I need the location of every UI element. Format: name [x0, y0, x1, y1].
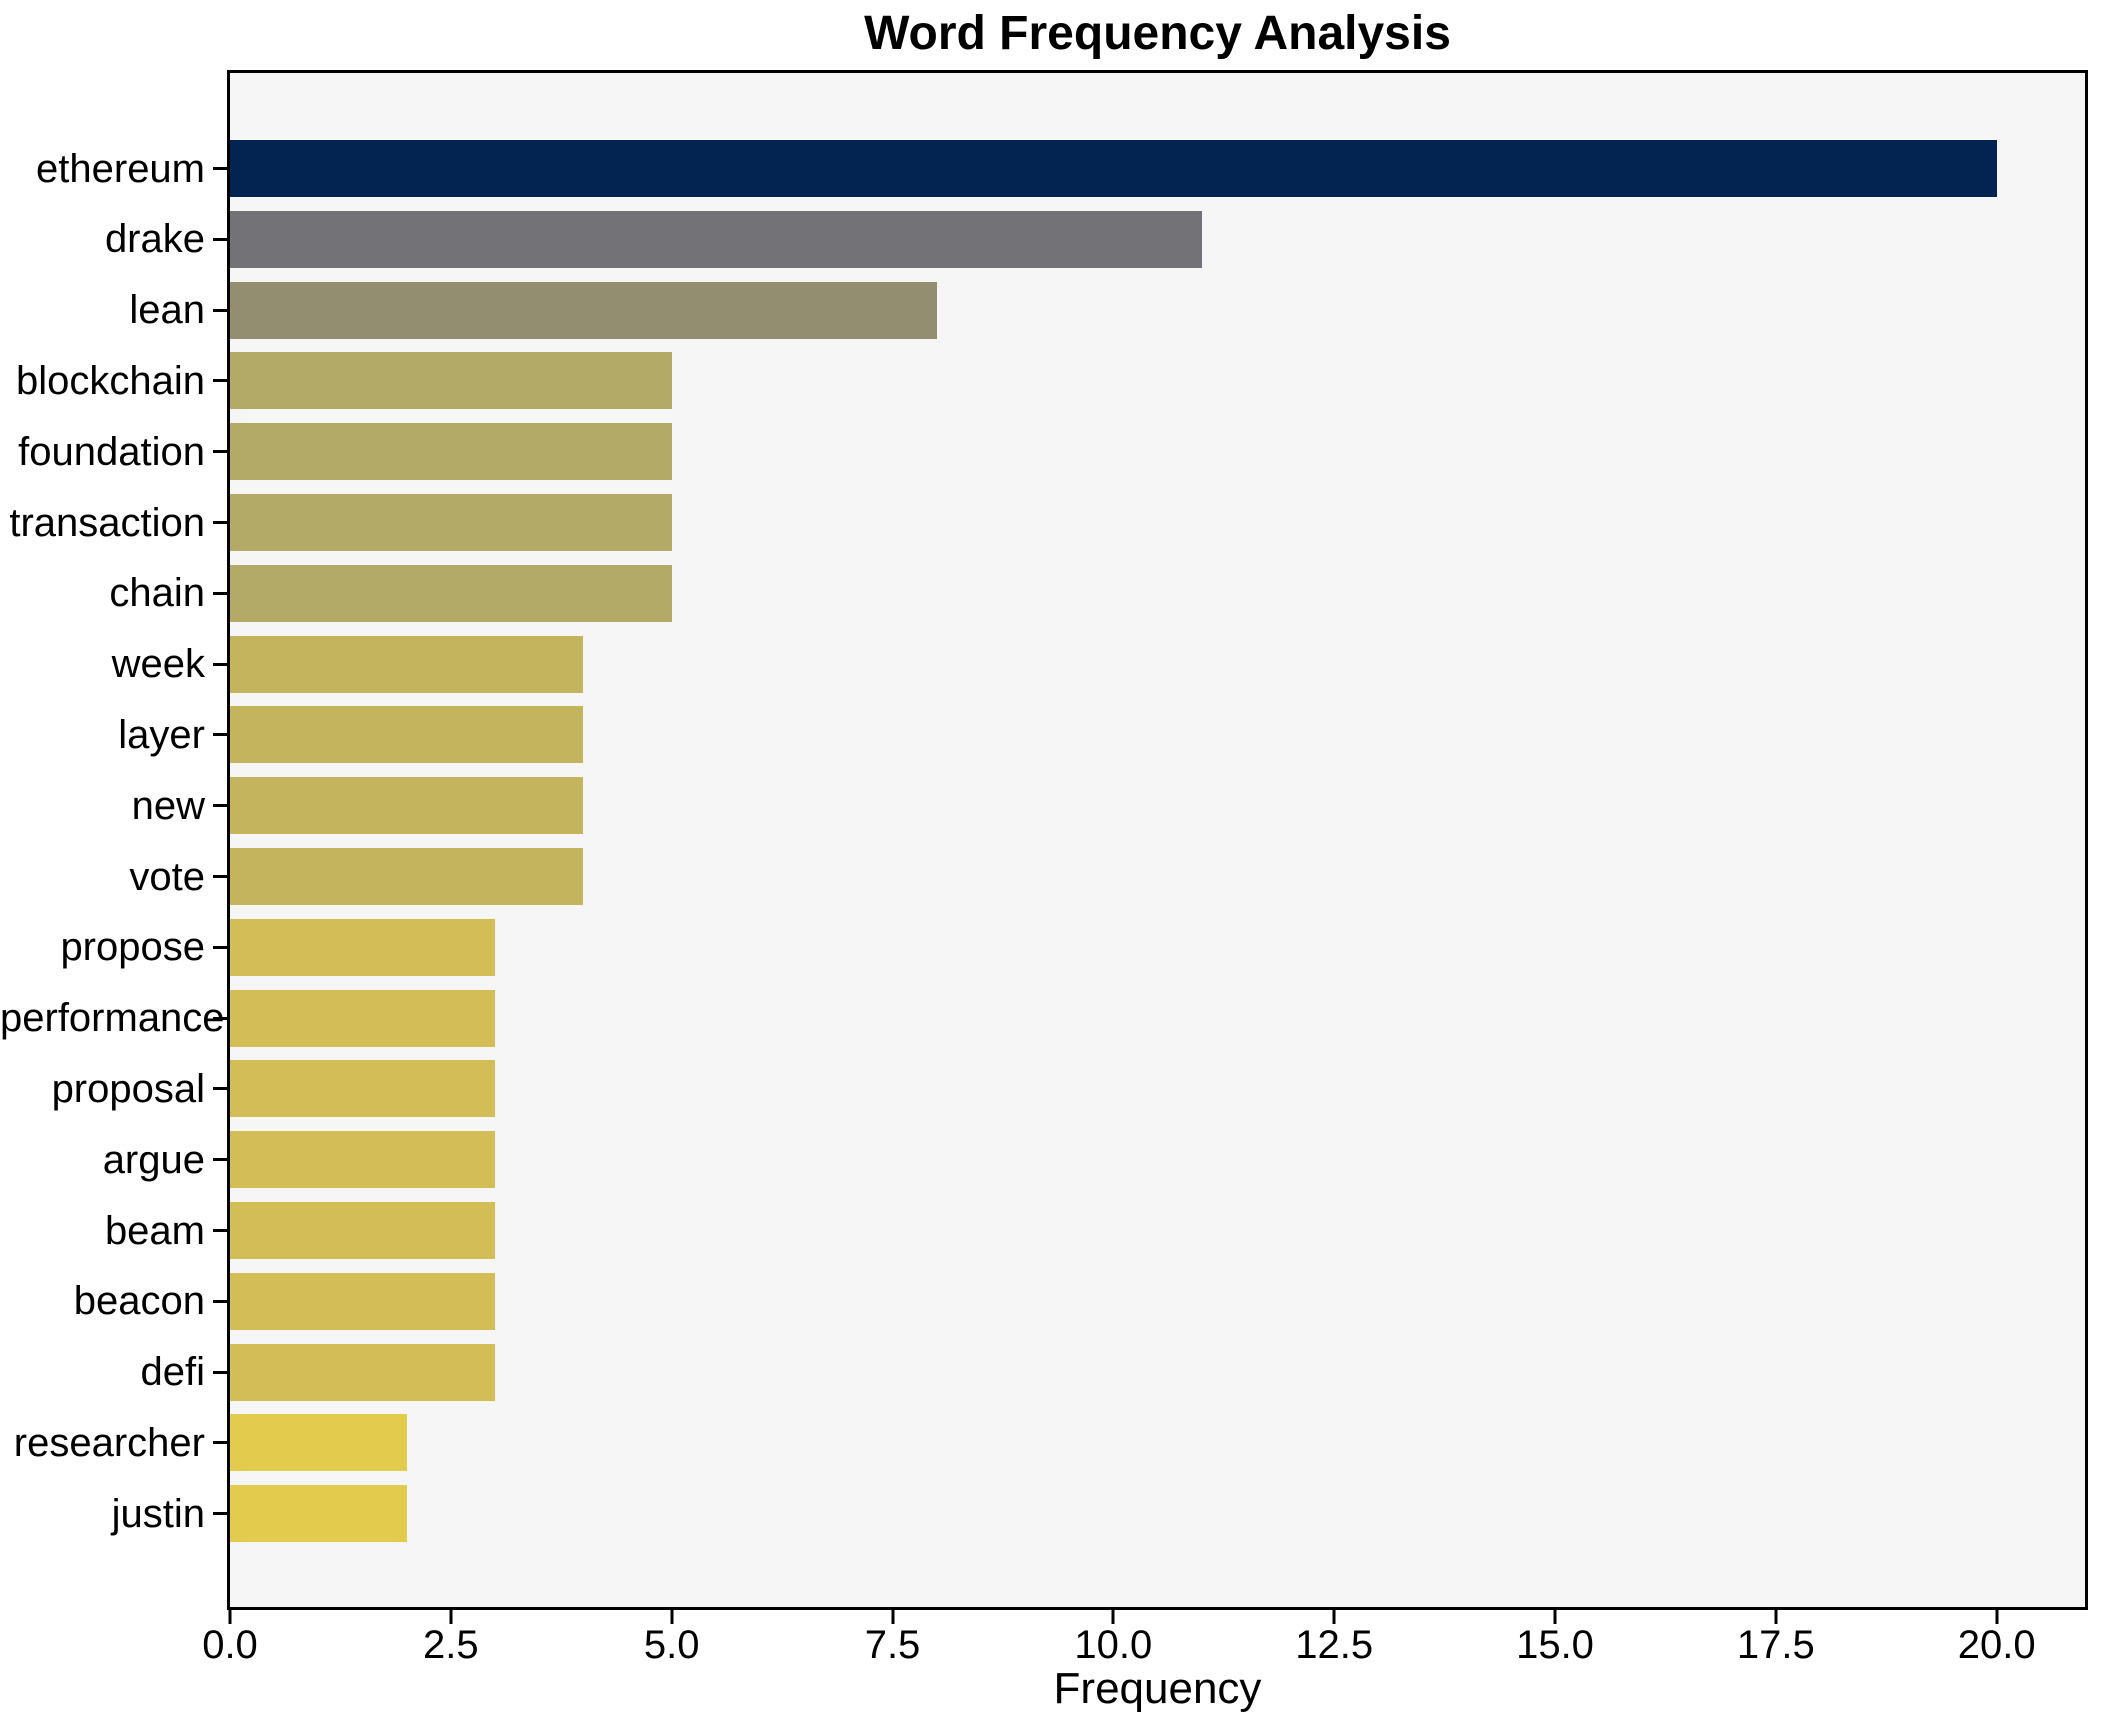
- y-tick-label: researcher: [13, 1420, 205, 1465]
- x-axis-label: Frequency: [1053, 1664, 1262, 1713]
- bar: [230, 1414, 407, 1472]
- y-tick-mark: [213, 1299, 227, 1303]
- bar: [230, 1060, 495, 1118]
- y-tick-label: blockchain: [15, 358, 205, 403]
- y-tick-label: drake: [104, 217, 205, 262]
- y-tick-label: lean: [129, 288, 205, 333]
- y-tick-mark: [213, 379, 227, 383]
- bar: [230, 281, 937, 339]
- x-tick-label: 17.5: [1736, 1623, 1815, 1667]
- bar: [230, 423, 672, 481]
- x-tick-mark: [670, 1610, 674, 1624]
- y-tick-mark: [213, 804, 227, 808]
- x-tick-mark: [1553, 1610, 1557, 1624]
- y-tick-mark: [213, 237, 227, 241]
- y-tick-mark: [213, 308, 227, 312]
- x-tick-label: 0.0: [202, 1623, 258, 1667]
- y-tick-mark: [213, 591, 227, 595]
- bar: [230, 777, 584, 835]
- y-tick-label: transaction: [9, 500, 205, 545]
- x-tick-label: 20.0: [1957, 1623, 2036, 1667]
- y-tick-label: vote: [129, 854, 205, 899]
- bar: [230, 635, 584, 693]
- y-tick-mark: [213, 1158, 227, 1162]
- bar: [230, 848, 584, 905]
- y-tick-mark: [213, 1370, 227, 1374]
- bar: [230, 140, 1997, 197]
- y-tick-label: justin: [111, 1491, 205, 1536]
- y-tick-mark: [213, 875, 227, 878]
- bar: [230, 1202, 495, 1259]
- bar: [230, 1343, 495, 1401]
- y-tick-mark: [213, 450, 227, 454]
- bar: [230, 989, 495, 1047]
- x-tick-mark: [891, 1610, 894, 1624]
- y-tick-label: week: [111, 642, 205, 687]
- bar: [230, 564, 672, 622]
- x-tick-mark: [1774, 1610, 1778, 1624]
- x-tick-mark: [1332, 1610, 1336, 1624]
- y-tick-label: foundation: [18, 429, 205, 474]
- x-tick-mark: [228, 1610, 232, 1624]
- bar: [230, 210, 1202, 268]
- x-tick-mark: [449, 1610, 453, 1624]
- y-tick-label: beacon: [73, 1279, 205, 1324]
- y-tick-mark: [213, 662, 227, 666]
- y-tick-mark: [213, 1512, 227, 1516]
- y-tick-mark: [213, 1229, 227, 1232]
- x-tick-label: 2.5: [423, 1623, 479, 1667]
- y-tick-label: layer: [118, 712, 205, 757]
- y-tick-label: chain: [109, 571, 205, 616]
- x-tick-label: 15.0: [1516, 1623, 1594, 1667]
- y-tick-mark: [213, 733, 227, 737]
- y-tick-mark: [213, 945, 227, 949]
- y-tick-mark: [213, 167, 227, 170]
- x-tick-label: 12.5: [1295, 1623, 1374, 1667]
- x-tick-label: 10.0: [1074, 1623, 1153, 1667]
- y-tick-label: defi: [140, 1350, 206, 1395]
- y-tick-label: performance: [0, 996, 225, 1041]
- bar: [230, 494, 672, 551]
- y-tick-label: proposal: [51, 1066, 205, 1111]
- y-tick-mark: [213, 521, 227, 524]
- y-tick-mark: [213, 1087, 227, 1091]
- y-tick-mark: [213, 1016, 227, 1020]
- x-tick-mark: [1995, 1610, 1999, 1624]
- y-tick-label: propose: [60, 925, 205, 970]
- bar: [230, 706, 584, 764]
- y-tick-label: beam: [104, 1208, 205, 1253]
- y-tick-label: argue: [102, 1137, 205, 1182]
- bar: [230, 918, 495, 976]
- bar: [230, 1485, 407, 1543]
- x-tick-label: 5.0: [643, 1623, 700, 1667]
- bar: [230, 1131, 495, 1189]
- bar: [230, 352, 672, 410]
- y-tick-label: new: [131, 783, 205, 828]
- y-tick-mark: [213, 1441, 227, 1445]
- bar: [230, 1272, 495, 1330]
- x-tick-label: 7.5: [864, 1623, 921, 1667]
- chart-title: Word Frequency Analysis: [864, 7, 1451, 60]
- x-tick-mark: [1111, 1610, 1115, 1624]
- y-tick-label: ethereum: [36, 146, 205, 191]
